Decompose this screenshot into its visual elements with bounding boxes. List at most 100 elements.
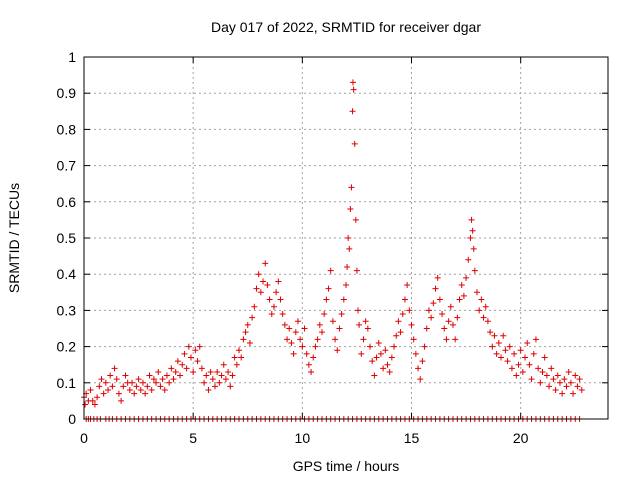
data-point (480, 314, 487, 321)
data-point (524, 339, 531, 346)
data-point (305, 361, 312, 368)
data-point (196, 343, 203, 350)
data-point (340, 296, 347, 303)
data-point (281, 321, 288, 328)
data-point (463, 274, 470, 281)
data-point (299, 343, 306, 350)
data-point (183, 365, 190, 372)
data-point (308, 368, 315, 375)
data-point (425, 307, 432, 314)
y-tick-label: 0.7 (57, 158, 77, 174)
data-point (185, 343, 192, 350)
data-point (214, 368, 221, 375)
y-tick-label: 0.5 (57, 230, 77, 246)
data-point (329, 318, 336, 325)
data-point (222, 376, 229, 383)
data-point (150, 376, 157, 383)
data-point (290, 350, 297, 357)
y-tick-label: 0.9 (57, 85, 77, 101)
data-point (334, 347, 341, 354)
data-point (364, 325, 371, 332)
data-point (511, 350, 518, 357)
data-point (144, 383, 151, 390)
data-point (172, 368, 179, 375)
data-point (166, 379, 173, 386)
x-tick-label: 0 (80, 430, 88, 446)
data-point (325, 285, 332, 292)
data-point (207, 368, 214, 375)
data-point (137, 387, 144, 394)
data-point (404, 282, 411, 289)
data-point (264, 282, 271, 289)
data-point (578, 387, 585, 394)
data-point (513, 372, 520, 379)
y-tick-label: 1 (68, 49, 76, 65)
x-tick-label: 5 (189, 430, 197, 446)
data-point (87, 387, 94, 394)
data-point (447, 303, 454, 310)
data-point (445, 318, 452, 325)
data-point (133, 383, 140, 390)
data-point (201, 379, 208, 386)
data-point (105, 387, 112, 394)
data-point (336, 325, 343, 332)
data-point (168, 365, 175, 372)
data-point (468, 216, 475, 223)
data-point (118, 397, 125, 404)
data-point (563, 383, 570, 390)
data-point (362, 318, 369, 325)
data-point (102, 379, 109, 386)
data-point (367, 343, 374, 350)
data-point (153, 379, 160, 386)
data-point (517, 347, 524, 354)
data-point (576, 376, 583, 383)
data-point (519, 368, 526, 375)
data-point (236, 347, 243, 354)
x-tick-labels: 0 5 10 15 20 (80, 430, 529, 446)
data-point (163, 372, 170, 379)
data-point (353, 267, 360, 274)
data-point (310, 354, 317, 361)
data-point (347, 206, 354, 213)
data-point (229, 372, 236, 379)
data-point (502, 347, 509, 354)
data-point (530, 350, 537, 357)
data-point (489, 343, 496, 350)
data-point (327, 267, 334, 274)
data-point (277, 296, 284, 303)
data-point (484, 318, 491, 325)
data-point (537, 379, 544, 386)
data-point (559, 390, 566, 397)
data-point (115, 390, 122, 397)
data-point (454, 314, 461, 321)
data-point (82, 401, 89, 408)
data-point (257, 289, 264, 296)
data-point (155, 368, 162, 375)
data-point (504, 358, 511, 365)
data-point (231, 354, 238, 361)
data-point (323, 296, 330, 303)
data-point (332, 336, 339, 343)
data-point (393, 332, 400, 339)
data-point (227, 383, 234, 390)
data-point (220, 361, 227, 368)
data-point (343, 282, 349, 289)
data-point (244, 321, 251, 328)
data-point (96, 383, 103, 390)
y-axis-label: SRMTID / TECUs (6, 183, 22, 293)
data-point (356, 321, 363, 328)
data-point (434, 274, 441, 281)
data-point (351, 140, 358, 147)
data-point (301, 325, 308, 332)
data-point (251, 303, 258, 310)
data-point (242, 329, 249, 336)
data-point (355, 307, 362, 314)
data-point (391, 343, 398, 350)
data-point (98, 376, 105, 383)
data-point (218, 372, 225, 379)
data-point (406, 307, 413, 314)
data-point (410, 336, 417, 343)
data-point (548, 365, 555, 372)
data-point (94, 394, 101, 401)
